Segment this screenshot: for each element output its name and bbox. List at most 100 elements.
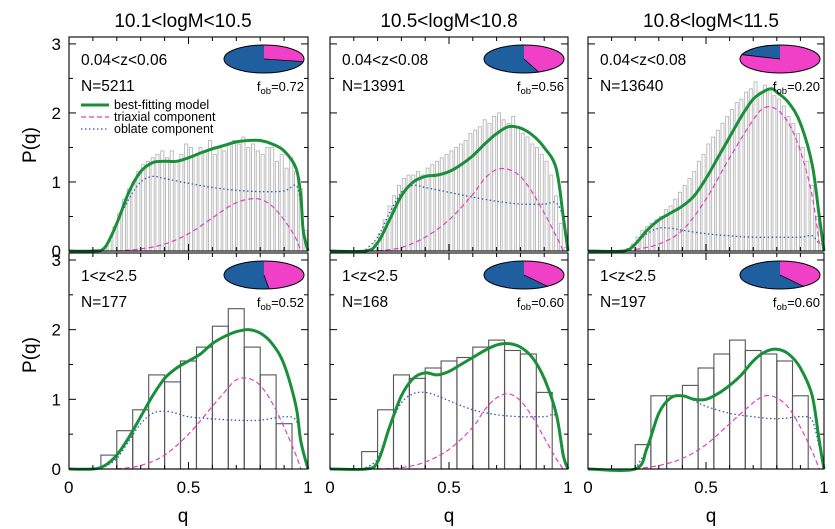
hist-bar	[411, 174, 416, 252]
x-tick-label: 1	[819, 478, 828, 497]
ticks	[587, 37, 825, 252]
hist-bar	[236, 143, 241, 252]
histogram	[102, 136, 308, 252]
histogram	[634, 339, 809, 470]
n-label: N=13640	[600, 78, 664, 95]
fob-label: fob=0.56	[517, 79, 564, 97]
hist-bar	[763, 84, 767, 252]
fob-pie	[483, 260, 565, 290]
x-axis-title-3: q	[706, 506, 717, 527]
x-tick-label: 0	[583, 478, 592, 497]
hist-bar	[449, 150, 454, 252]
hist-bar	[744, 91, 749, 252]
fob-label: fob=0.20	[773, 79, 820, 97]
hist-bar	[805, 160, 810, 252]
hist-bar	[174, 160, 179, 252]
hist-bar	[424, 367, 442, 470]
hist-bar	[439, 157, 444, 252]
hist-bar	[659, 216, 664, 252]
hist-bar	[701, 153, 706, 252]
ticks	[329, 37, 569, 252]
redshift-label: 1<z<2.5	[342, 268, 398, 285]
hist-bar	[208, 140, 213, 252]
hist-bar	[520, 133, 525, 252]
y-tick-label: 1	[52, 173, 61, 192]
hist-bar	[776, 360, 794, 470]
fob-label: fob=0.60	[773, 295, 820, 313]
n-label: N=197	[600, 294, 646, 311]
triaxial-curve	[116, 197, 302, 252]
triaxial-curve	[635, 394, 820, 470]
hist-bar	[430, 164, 435, 252]
hist-bar	[203, 150, 208, 252]
hist-bar	[188, 147, 193, 252]
x-tick-label: 0.5	[177, 478, 201, 497]
fob-label: fob=0.72	[257, 79, 304, 97]
ticks	[587, 253, 825, 470]
hist-bar	[251, 143, 256, 252]
hist-bar	[456, 356, 474, 470]
hist-bar	[525, 136, 530, 252]
hist-bar	[165, 157, 170, 252]
hist-bar	[169, 150, 174, 252]
n-label: N=5211	[81, 78, 135, 95]
hist-bar	[275, 423, 293, 470]
hist-bar	[482, 119, 487, 252]
hist-bar	[796, 133, 800, 252]
oblate-curve	[623, 227, 820, 252]
triaxial-curve	[377, 167, 564, 252]
fob-pie	[223, 260, 305, 290]
hist-bar	[772, 95, 777, 252]
hist-bar	[241, 136, 246, 252]
oblate-curve	[104, 410, 302, 468]
hist-bar	[706, 143, 711, 252]
hist-bar	[682, 184, 687, 252]
hist-bar	[687, 178, 692, 252]
redshift-label: 1<z<2.5	[81, 268, 137, 285]
hist-bar	[501, 119, 506, 252]
hist-bar	[195, 346, 213, 470]
panel-top-right: 0.04<z<0.08 N=13640 fob=0.20	[587, 36, 826, 254]
y-tick-label: 0	[52, 242, 61, 261]
fob-pie	[739, 44, 821, 74]
y-tick-label: 0	[52, 460, 61, 479]
ticks	[329, 253, 569, 470]
fob-label: fob=0.60	[517, 295, 564, 313]
hist-bar	[265, 147, 270, 252]
hist-bar	[289, 157, 294, 252]
triaxial-curve	[377, 393, 564, 470]
hist-bar	[549, 174, 554, 252]
model-curve	[68, 138, 310, 253]
hist-bar	[227, 143, 232, 252]
hist-bar	[791, 122, 796, 252]
hist-bar	[786, 115, 791, 252]
y-tick-label: 3	[52, 35, 61, 54]
triaxial-curve	[635, 106, 820, 251]
panel-bottom-middle: 0 0.5 1 1<z<2.5 N=168 fob=0.60	[325, 252, 573, 497]
hist-bar	[212, 153, 217, 252]
x-tick-label: 0.5	[437, 478, 461, 497]
hist-bar	[425, 167, 430, 252]
y-axis-title-top: P(q)	[20, 127, 41, 163]
hist-bar	[141, 164, 146, 252]
hist-bar	[444, 153, 449, 252]
hist-bar	[488, 339, 506, 470]
hist-bar	[274, 160, 279, 252]
hist-bar	[506, 122, 511, 252]
hist-bar	[729, 339, 746, 470]
triaxial-curve	[116, 377, 302, 470]
hist-bar	[678, 191, 682, 252]
hist-bar	[503, 349, 521, 470]
column-title-3: 10.8<logM<11.5	[643, 11, 779, 32]
hist-bar	[420, 174, 425, 252]
x-tick-label: 0	[64, 478, 73, 497]
hist-bar	[468, 133, 473, 252]
fob-label: fob=0.52	[257, 295, 304, 313]
panel-top-middle: 0.04<z<0.08 N=13991 fob=0.56	[329, 36, 570, 254]
hist-bar	[654, 219, 659, 252]
hist-bar	[284, 167, 289, 252]
oblate-curve	[365, 184, 564, 251]
